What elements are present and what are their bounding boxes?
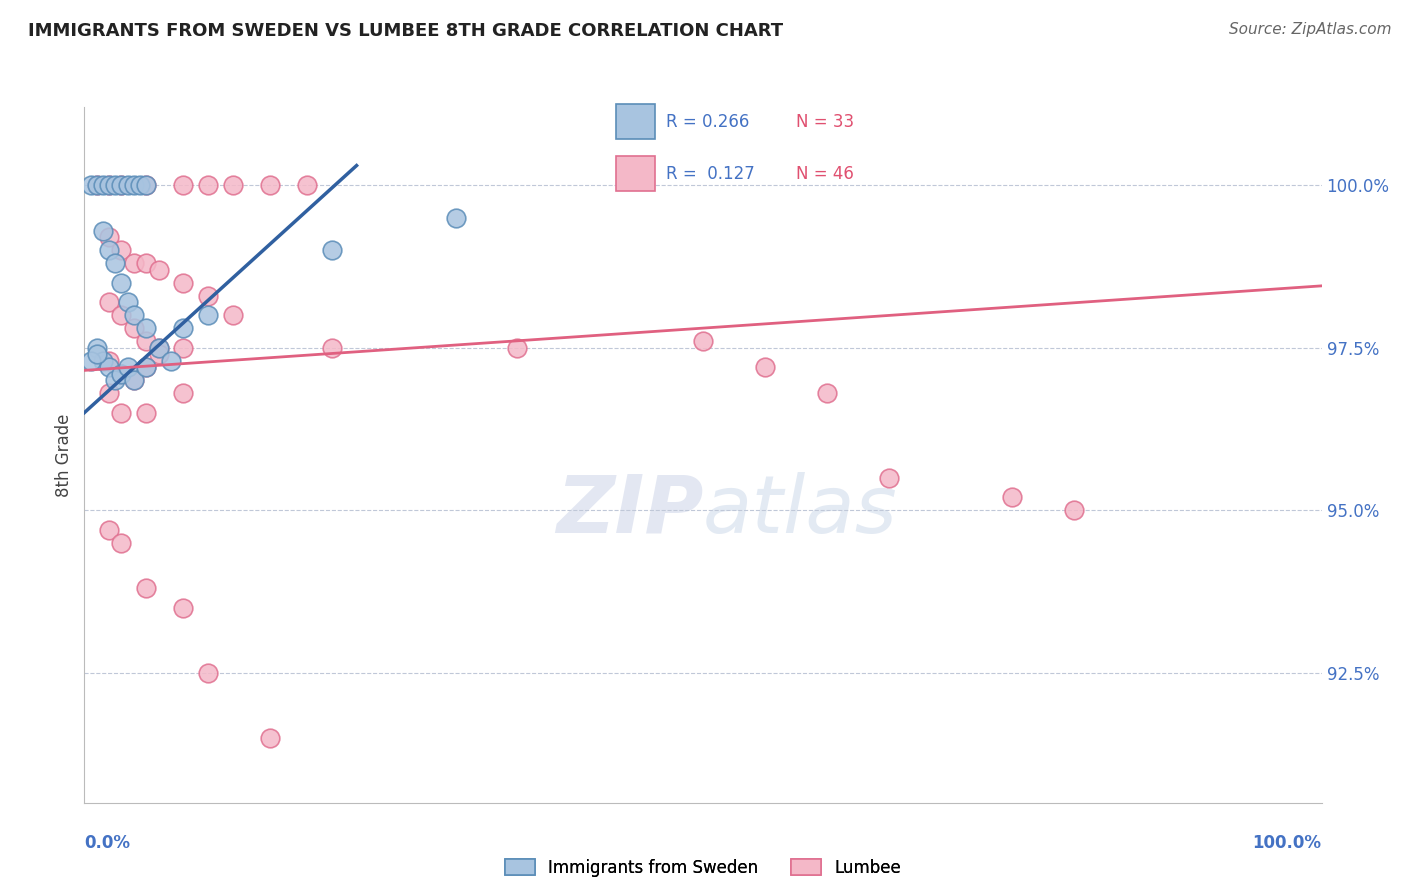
Point [295,178,318,192]
Point [122,308,145,322]
Point [98,243,121,257]
Point [98,230,121,244]
Point [110,243,132,257]
Point [135,334,157,348]
Point [98,295,121,310]
Point [1001,490,1024,504]
Point [135,178,157,192]
Point [148,262,170,277]
Point [148,341,170,355]
Point [172,178,194,192]
Text: 0.0%: 0.0% [84,834,131,852]
Point [110,367,132,381]
Point [98,353,121,368]
Point [129,178,152,192]
Point [110,308,132,322]
Point [135,256,157,270]
Point [110,178,132,192]
Point [444,211,467,225]
Point [135,321,157,335]
Point [321,341,343,355]
Point [172,386,194,401]
Point [815,386,838,401]
Point [110,535,132,549]
Point [104,373,127,387]
Point [91,178,114,192]
Text: ZIP: ZIP [555,472,703,549]
Point [197,308,219,322]
Text: 100.0%: 100.0% [1253,834,1322,852]
Point [110,367,132,381]
Point [104,256,127,270]
Point [754,360,776,375]
Point [98,178,121,192]
Y-axis label: 8th Grade: 8th Grade [55,413,73,497]
Point [148,341,170,355]
Point [197,178,219,192]
Point [135,581,157,595]
Point [172,276,194,290]
Text: Source: ZipAtlas.com: Source: ZipAtlas.com [1229,22,1392,37]
Point [91,353,114,368]
Point [135,178,157,192]
Point [110,276,132,290]
Point [692,334,714,348]
Point [98,360,121,375]
Point [110,178,132,192]
Point [122,178,145,192]
Point [172,321,194,335]
FancyBboxPatch shape [616,104,655,139]
Point [160,353,183,368]
Point [135,360,157,375]
Text: N = 33: N = 33 [796,112,853,130]
Point [122,321,145,335]
Point [197,288,219,302]
Point [86,178,108,192]
Point [172,600,194,615]
Point [86,178,108,192]
Point [321,243,343,257]
Point [135,406,157,420]
Legend: Immigrants from Sweden, Lumbee: Immigrants from Sweden, Lumbee [496,850,910,885]
Point [91,224,114,238]
Point [506,341,529,355]
Point [122,373,145,387]
Point [1063,503,1085,517]
Text: N = 46: N = 46 [796,165,853,183]
Point [86,347,108,361]
Point [117,360,139,375]
Point [117,295,139,310]
Text: IMMIGRANTS FROM SWEDEN VS LUMBEE 8TH GRADE CORRELATION CHART: IMMIGRANTS FROM SWEDEN VS LUMBEE 8TH GRA… [28,22,783,40]
Point [222,178,245,192]
Text: R = 0.266: R = 0.266 [666,112,749,130]
Point [172,341,194,355]
Point [98,178,121,192]
Point [104,178,127,192]
Point [148,347,170,361]
Point [197,665,219,680]
Text: R =  0.127: R = 0.127 [666,165,755,183]
Point [79,178,101,192]
Point [86,341,108,355]
Point [259,178,281,192]
Point [117,178,139,192]
Point [98,523,121,537]
FancyBboxPatch shape [616,156,655,191]
Point [222,308,245,322]
Point [110,406,132,420]
Text: atlas: atlas [703,472,898,549]
Point [79,353,101,368]
Point [877,471,900,485]
Point [122,373,145,387]
Point [122,256,145,270]
Point [259,731,281,745]
Point [135,360,157,375]
Point [98,386,121,401]
